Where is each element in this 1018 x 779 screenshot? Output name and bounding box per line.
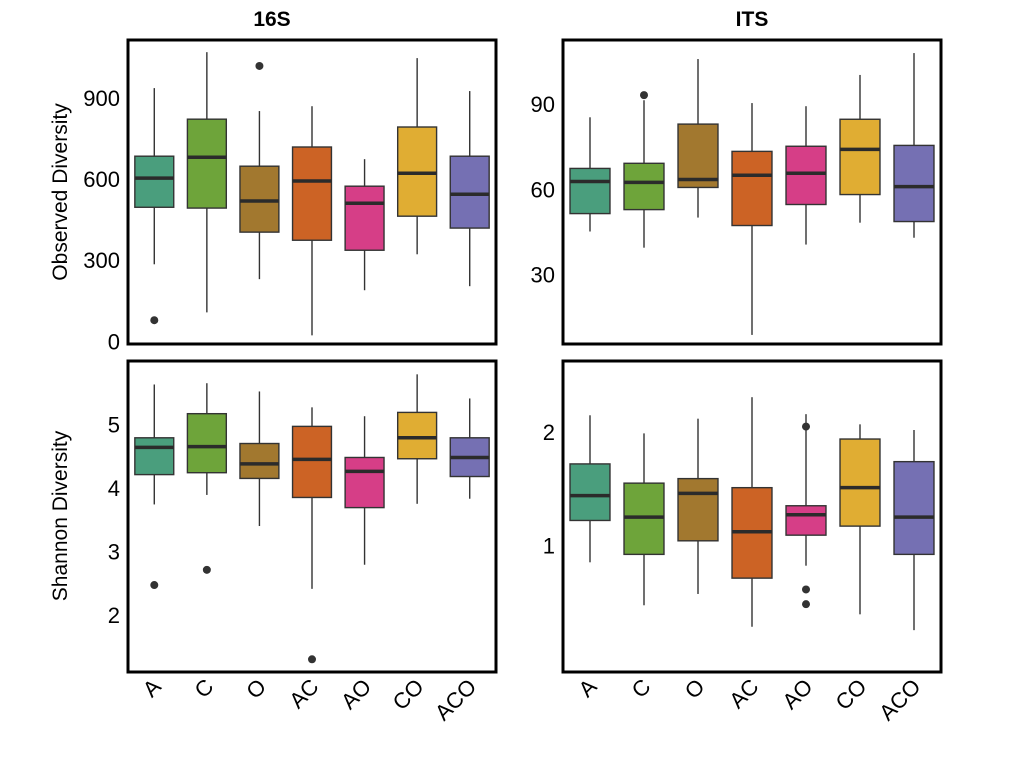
box-C <box>623 162 665 211</box>
ytick-label: 3 <box>108 539 120 564</box>
xtick-label: C <box>189 674 218 703</box>
outlier-point <box>202 565 211 574</box>
panel-0: 0 300 600 900 <box>83 38 498 354</box>
box-O <box>677 123 719 189</box>
ytick-label: 30 <box>531 263 555 288</box>
outlier-point <box>640 91 648 100</box>
box-AC <box>291 146 333 241</box>
outlier-point <box>150 581 159 590</box>
outlier-point <box>308 655 316 664</box>
ytick-label: 4 <box>108 476 120 501</box>
ytick-label: 60 <box>531 177 555 202</box>
ytick-label: 1 <box>543 533 555 558</box>
box-A <box>569 167 611 215</box>
panel-3: 12A C O AC AO CO ACO <box>543 359 943 725</box>
ytick-label: 2 <box>108 603 120 628</box>
ytick-label: 0 <box>108 329 120 354</box>
box-AO <box>344 456 385 509</box>
xtick-label: CO <box>831 674 872 715</box>
box-A <box>569 463 611 522</box>
box-ACO <box>893 144 935 223</box>
ytick-label: 300 <box>83 248 120 273</box>
panel-1: 30 60 90 <box>531 38 943 346</box>
panel-border <box>561 38 943 346</box>
outlier-point <box>802 600 810 609</box>
xtick-label: AO <box>777 674 817 714</box>
ytick-label: 90 <box>531 92 555 117</box>
ylabel-observed: Observed Diversity <box>49 103 72 281</box>
box-ACO <box>893 460 935 556</box>
ytick-label: 2 <box>543 420 555 445</box>
box-AO <box>785 145 827 206</box>
column-title-its: ITS <box>736 8 769 31</box>
box-ACO <box>449 155 490 229</box>
box-AC <box>731 150 773 227</box>
ytick-label: 900 <box>83 86 120 111</box>
box-CO <box>839 438 881 527</box>
panel-border <box>561 359 943 674</box>
box-AO <box>344 185 385 251</box>
xtick-label: CO <box>388 674 429 715</box>
outlier-point <box>150 316 159 325</box>
box-O <box>239 442 280 480</box>
xtick-label: A <box>573 674 601 702</box>
outlier-point <box>802 585 810 594</box>
box-AO <box>785 505 827 536</box>
box-C <box>186 412 228 474</box>
xtick-label: A <box>138 674 166 702</box>
xtick-label: O <box>680 674 710 704</box>
xtick-label: AO <box>336 674 376 714</box>
box-O <box>239 165 280 233</box>
box-AC <box>291 425 333 499</box>
box-CO <box>396 411 438 460</box>
xtick-label: C <box>627 674 656 703</box>
box-A <box>134 155 175 208</box>
ytick-label: 5 <box>108 412 120 437</box>
xtick-label: ACO <box>430 674 481 725</box>
outlier-point <box>802 422 810 431</box>
ytick-label: 600 <box>83 167 120 192</box>
box-A <box>134 437 175 476</box>
box-CO <box>839 118 881 196</box>
panel-border <box>126 38 498 346</box>
xtick-label: AC <box>284 674 323 713</box>
xtick-label: ACO <box>874 674 925 725</box>
panel-border <box>126 359 498 674</box>
box-C <box>186 118 228 209</box>
xtick-label: O <box>241 674 271 704</box>
box-O <box>677 477 719 542</box>
column-title-16s: 16S <box>253 8 290 31</box>
ylabel-shannon: Shannon Diversity <box>49 430 72 601</box>
xtick-label: AC <box>724 674 763 713</box>
outlier-point <box>255 61 264 70</box>
